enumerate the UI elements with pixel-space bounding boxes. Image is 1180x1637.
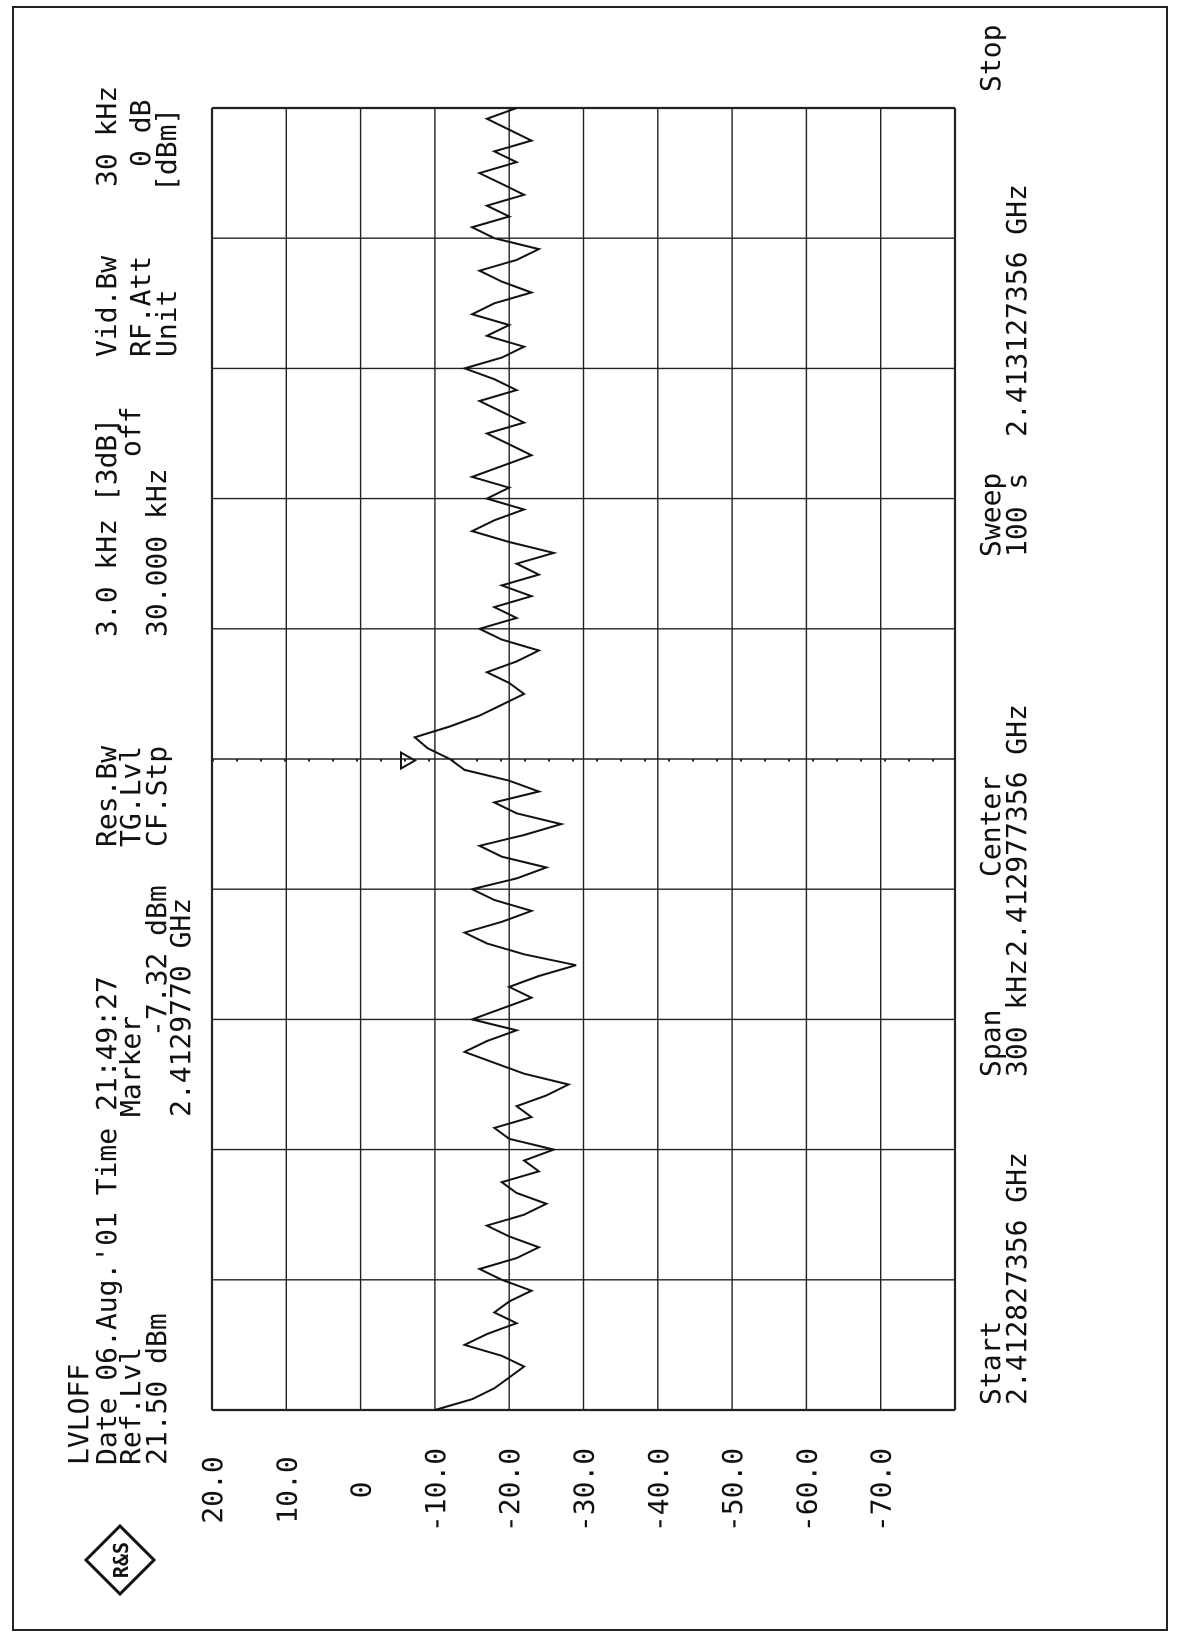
spectrum-trace xyxy=(412,107,577,1411)
header-cf-stp-label: CF.Stp xyxy=(140,746,173,847)
logo-text: R&S xyxy=(109,1542,133,1578)
header-unit-label: Unit xyxy=(150,290,183,357)
y-tick-label: -60.0 xyxy=(790,1448,823,1532)
header-tg-lvl-value: off xyxy=(114,406,147,457)
header-marker-level: -7.32 dBm xyxy=(140,885,173,1037)
header-rf-att-label: RF.Att xyxy=(124,256,157,357)
y-tick-label: -70.0 xyxy=(865,1448,898,1532)
footer-span-label: Span xyxy=(974,1010,1007,1077)
marker-triangle xyxy=(399,750,418,771)
footer-center-value: 2.412977356 GHz xyxy=(1000,704,1033,957)
header-ref-lvl-label: Ref.Lvl xyxy=(114,1347,147,1465)
plot-grid xyxy=(210,106,957,1412)
footer-start-value: 2.412827356 GHz xyxy=(1000,1152,1033,1405)
header-vid-bw-value: 30 kHz xyxy=(90,86,123,187)
header-vid-bw-label: Vid.Bw xyxy=(90,256,123,357)
header-res-bw-value: 3.0 kHz [3dB] xyxy=(90,418,123,637)
header-date-time: Date 06.Aug.'01 Time 21:49:27 xyxy=(90,976,123,1465)
footer-stop-label: Stop xyxy=(974,25,1007,92)
footer-center-label: Center xyxy=(974,776,1007,877)
footer-sweep-label: Sweep xyxy=(974,473,1007,557)
footer-start-label: Start xyxy=(974,1321,1007,1405)
y-tick-label: -50.0 xyxy=(716,1448,749,1532)
trace-layer xyxy=(399,107,577,1411)
footer-sweep-value: 100 s xyxy=(1000,473,1033,557)
header-mode: LVLOFF xyxy=(62,1364,95,1465)
y-tick-label: -10.0 xyxy=(419,1448,452,1532)
y-tick-label: 20.0 xyxy=(196,1456,229,1523)
header-tg-lvl-label: TG.Lvl xyxy=(114,746,147,847)
header-res-bw-label: Res.Bw xyxy=(90,746,123,847)
rohde-schwarz-logo: R&S xyxy=(83,1523,157,1597)
header-unit-value: [dBm] xyxy=(150,108,183,192)
y-tick-label: 0 xyxy=(345,1482,378,1499)
header-cf-stp-value: 30.000 kHz xyxy=(140,468,173,637)
y-tick-label: -20.0 xyxy=(493,1448,526,1532)
y-tick-label: -30.0 xyxy=(568,1448,601,1532)
page-frame xyxy=(12,6,1168,1631)
header-marker-label: Marker xyxy=(114,1016,147,1117)
footer-span-value: 300 kHz xyxy=(1000,959,1033,1077)
y-axis-ticks: 20.0 10.0 0 -10.0 -20.0 -30.0 -40.0 -50.0 -60.0 -… xyxy=(196,1448,898,1532)
header-rf-att-value: 0 dB xyxy=(124,100,157,167)
header-marker-freq: 2.4129770 GHz xyxy=(164,898,197,1117)
header-ref-lvl-value: 21.50 dBm xyxy=(140,1313,173,1465)
y-tick-label: 10.0 xyxy=(270,1456,303,1523)
y-tick-label: -40.0 xyxy=(642,1448,675,1532)
footer-stop-value: 2.413127356 GHz xyxy=(1000,184,1033,437)
